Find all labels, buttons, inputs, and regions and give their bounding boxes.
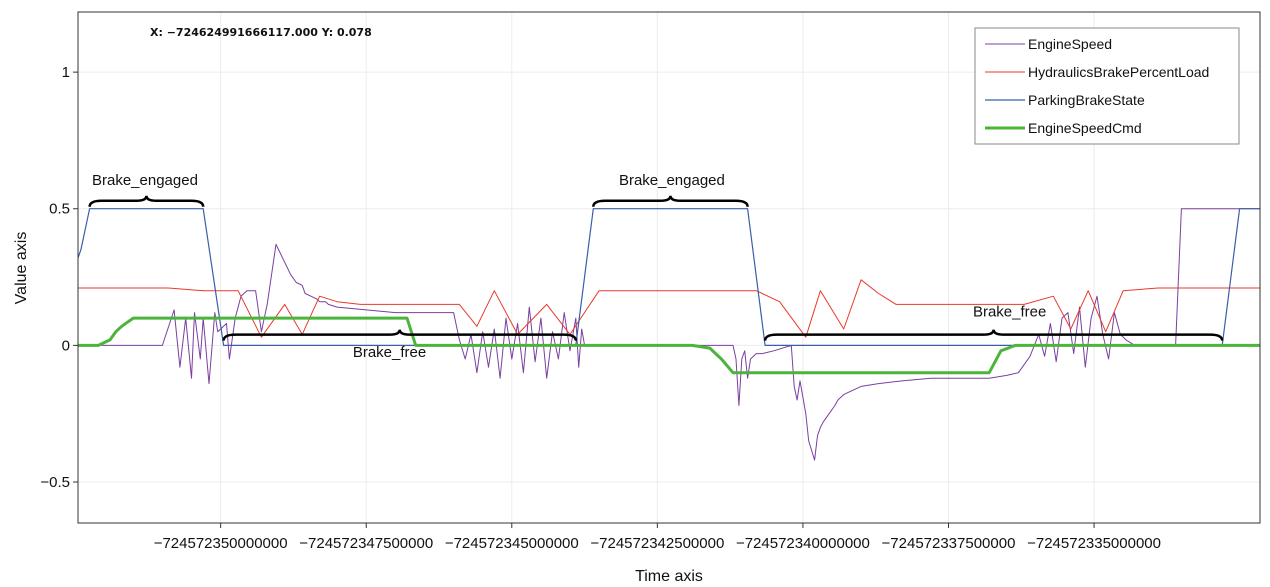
x-tick-label: −724572342500000 <box>590 535 724 552</box>
legend-label-hydraulics-brake-percent-load[interactable]: HydraulicsBrakePercentLoad <box>1028 64 1209 80</box>
series-line-parking-brake-state <box>77 208 1260 346</box>
cursor-readout: X: −724624991666117.000 Y: 0.078 <box>150 26 372 39</box>
x-tick-label: −724572350000000 <box>154 535 288 552</box>
y-tick-label: 1 <box>62 64 70 81</box>
annotation-label: Brake_engaged <box>92 172 198 189</box>
legend-label-parking-brake-state[interactable]: ParkingBrakeState <box>1028 92 1145 108</box>
brace-annotation <box>88 195 205 207</box>
y-tick-label: 0.5 <box>49 201 70 218</box>
legend[interactable]: EngineSpeed HydraulicsBrakePercentLoad Par… <box>974 27 1240 145</box>
y-axis-ticks: 1 0.5 0 −0.5 <box>40 64 78 491</box>
x-tick-label: −724572347500000 <box>299 535 433 552</box>
annotation-label: Brake_free <box>973 303 1046 320</box>
x-axis-ticks: −724572350000000 −724572347500000 −7245723… <box>154 523 1161 552</box>
legend-label-engine-speed-cmd[interactable]: EngineSpeedCmd <box>1028 120 1142 136</box>
x-tick-label: −724572340000000 <box>736 535 870 552</box>
brace-annotation <box>592 195 749 207</box>
legend-label-engine-speed[interactable]: EngineSpeed <box>1028 36 1112 52</box>
x-axis-title: Time axis <box>635 568 703 585</box>
series-layer <box>77 208 1260 461</box>
plot-frame <box>77 11 1261 524</box>
series-line-engine-speed-cmd <box>78 316 1260 375</box>
y-axis-title: Value axis <box>13 232 30 305</box>
annotation-layer: Brake_engaged Brake_engaged Brake_free Brak… <box>92 172 1046 361</box>
x-tick-label: −724572337500000 <box>882 535 1016 552</box>
annotation-label: Brake_free <box>353 344 426 361</box>
x-tick-label: −724572335000000 <box>1027 535 1161 552</box>
x-tick-label: −724572345000000 <box>445 535 579 552</box>
y-tick-label: −0.5 <box>40 474 70 491</box>
legend-box <box>974 27 1240 145</box>
series-line-hydraulics-brake-percent-load <box>78 279 1260 338</box>
annotation-label: Brake_engaged <box>619 172 725 189</box>
y-tick-label: 0 <box>62 337 70 354</box>
